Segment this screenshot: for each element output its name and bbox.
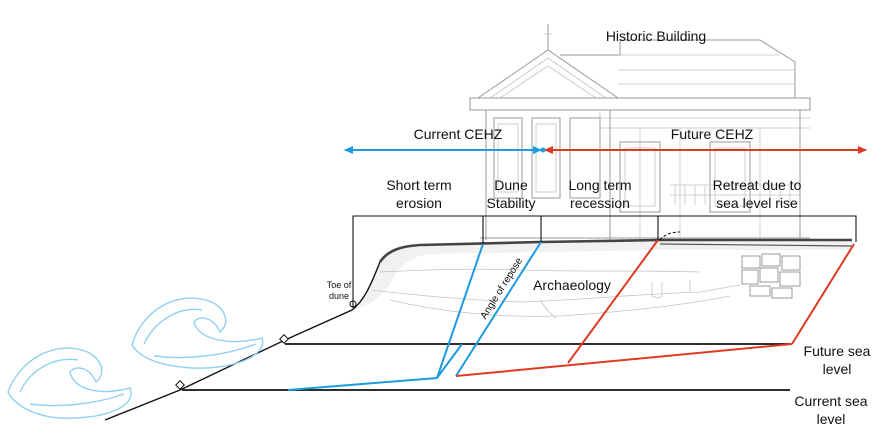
future-cehz-label: Future CEHZ — [671, 126, 754, 142]
dune-stability-label-line2: Stability — [486, 195, 535, 211]
zone-box-top-line — [483, 215, 857, 242]
future-sea-level-marker — [279, 334, 289, 344]
angle-of-repose-line — [455, 241, 542, 377]
current-cehz-label: Current CEHZ — [414, 126, 503, 142]
wave-right — [131, 297, 264, 369]
future-sea-level-label-line2: level — [823, 361, 852, 377]
wave-left — [7, 347, 132, 419]
future-eroded-profile — [455, 343, 793, 377]
erosion-scarp-line — [436, 243, 484, 379]
retreat-label-line2: sea level rise — [716, 195, 798, 211]
ground-surface-double-line — [659, 243, 853, 247]
dune-stability-label-line1: Dune — [494, 177, 528, 193]
future-profile-lines — [455, 239, 855, 377]
zone-box-short-term-erosion — [352, 215, 483, 308]
retreat-label-line1: Retreat due to — [713, 177, 802, 193]
current-profile-lines — [287, 241, 542, 391]
toe-of-dune-label-line2: dune — [329, 291, 349, 301]
short-term-erosion-label-line1: Short term — [386, 177, 451, 193]
historic-building-label: Historic Building — [606, 28, 706, 44]
long-term-recession-label-line1: Long term — [568, 177, 631, 193]
angle-of-repose-label: Angle of repose — [479, 256, 526, 322]
current-eroded-profile — [287, 343, 463, 391]
historic-building-sketch — [469, 24, 811, 240]
toe-of-dune-label-line1: Toe of — [327, 280, 352, 290]
future-sea-level-label-line1: Future sea — [804, 343, 871, 359]
current-sea-level-label-line1: Current sea — [794, 393, 867, 409]
ground-surface-line — [378, 238, 852, 263]
long-term-recession-label-line2: recession — [570, 195, 630, 211]
cehz-boundary-marker — [540, 147, 546, 153]
archaeology-label: Archaeology — [533, 277, 611, 293]
current-sea-level-label-line2: level — [817, 411, 846, 427]
sea-level-rise-scarp-line — [791, 243, 855, 345]
zone-dashed-curve — [659, 231, 681, 241]
beach-profile-line — [104, 261, 381, 421]
short-term-erosion-label-line2: erosion — [396, 195, 442, 211]
current-sea-level-marker — [175, 380, 185, 390]
recession-scarp-line — [567, 239, 659, 364]
